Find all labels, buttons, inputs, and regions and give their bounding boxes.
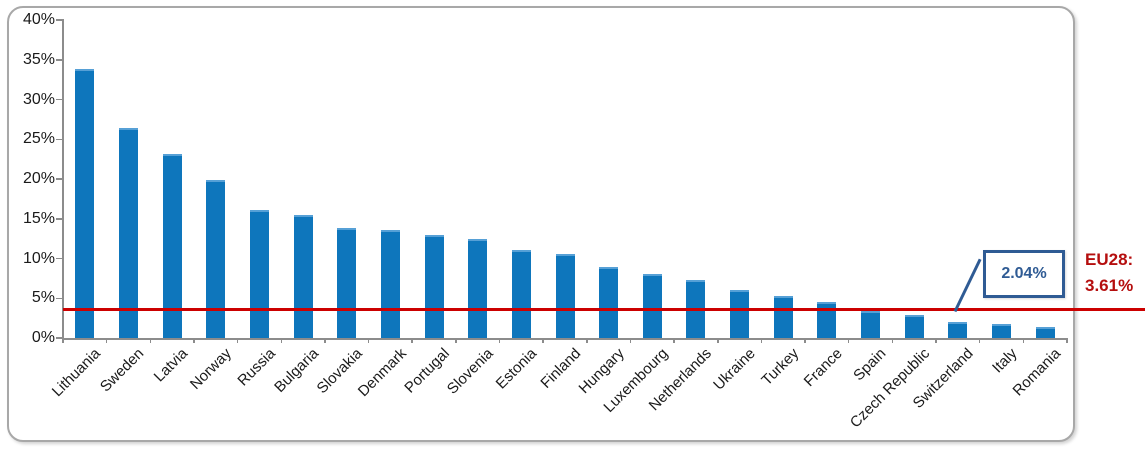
bar-norway xyxy=(206,179,226,338)
switzerland-callout-value: 2.04% xyxy=(1001,265,1047,282)
y-axis-tick xyxy=(56,178,63,180)
y-axis-tick-label: 15% xyxy=(22,209,55,227)
bar-slovakia xyxy=(337,228,357,338)
x-axis-tick xyxy=(280,338,282,343)
y-axis-tick-label: 0% xyxy=(31,329,55,346)
x-axis-tick xyxy=(542,338,544,343)
y-axis-tick-label: 10% xyxy=(22,249,55,267)
y-axis-tick-label: 20% xyxy=(22,170,55,187)
x-axis-tick xyxy=(498,338,501,343)
x-axis-tick xyxy=(1066,338,1068,343)
y-axis-tick xyxy=(56,59,63,61)
y-axis-tick xyxy=(56,337,63,339)
bar-estonia xyxy=(511,249,531,338)
x-axis-tick xyxy=(1022,338,1025,343)
bar-russia xyxy=(249,210,269,338)
y-axis-tick xyxy=(56,98,63,101)
x-axis-tick xyxy=(193,338,195,343)
x-axis-tick xyxy=(978,338,981,343)
x-axis-tick xyxy=(455,338,457,343)
bar-czech-republic xyxy=(904,314,924,338)
y-axis-tick xyxy=(56,297,63,299)
y-axis-tick xyxy=(56,218,63,220)
bar-italy xyxy=(992,324,1012,338)
y-axis-tick xyxy=(56,257,63,260)
bar-slovenia xyxy=(468,239,488,338)
bar-france xyxy=(817,302,837,338)
switzerland-callout: 2.04% xyxy=(983,250,1065,298)
y-axis-tick-label: 5% xyxy=(31,289,55,307)
x-axis-tick xyxy=(673,338,675,343)
x-axis-tick xyxy=(324,338,326,343)
bar-sweden xyxy=(118,128,138,338)
x-axis-tick xyxy=(236,338,239,343)
bar-denmark xyxy=(380,229,400,338)
x-axis-tick xyxy=(629,338,632,343)
x-axis-line xyxy=(62,338,1068,340)
x-axis-tick xyxy=(586,338,588,343)
x-axis-tick xyxy=(411,338,413,343)
eu28-average-label-line1: EU28: xyxy=(1085,250,1134,269)
x-axis-tick xyxy=(149,338,152,343)
x-axis-tick xyxy=(935,338,937,343)
x-axis-tick xyxy=(367,338,370,343)
bar-bulgaria xyxy=(293,214,313,338)
x-axis-tick xyxy=(760,338,763,343)
y-axis-tick xyxy=(56,19,63,21)
y-axis-tick-label: 40% xyxy=(22,11,55,28)
bar-turkey xyxy=(773,295,793,338)
bar-hungary xyxy=(599,267,619,338)
bar-portugal xyxy=(424,235,444,338)
eu28-average-label-line2: 3.61% xyxy=(1085,276,1134,295)
x-axis-tick xyxy=(62,338,64,343)
eu28-reference-line xyxy=(63,308,1145,311)
x-axis-tick xyxy=(717,338,719,343)
x-axis-tick xyxy=(804,338,806,343)
bar-luxembourg xyxy=(642,273,662,338)
y-axis-tick-label: 30% xyxy=(22,90,55,108)
x-axis-tick xyxy=(847,338,850,343)
bar-romania xyxy=(1035,326,1055,338)
bar-switzerland xyxy=(948,321,968,338)
bar-spain xyxy=(861,310,881,338)
y-axis-tick xyxy=(56,138,63,140)
x-axis-tick xyxy=(105,338,108,343)
bar-ukraine xyxy=(730,290,750,338)
eu28-average-label: EU28: 3.61% xyxy=(1085,247,1133,299)
bar-lithuania xyxy=(75,69,95,338)
chart-frame xyxy=(7,6,1075,442)
y-axis-tick-label: 25% xyxy=(22,130,55,148)
bar-finland xyxy=(555,253,575,338)
bar-latvia xyxy=(162,153,182,338)
y-axis-tick-label: 35% xyxy=(22,50,55,68)
x-axis-tick xyxy=(891,338,894,343)
